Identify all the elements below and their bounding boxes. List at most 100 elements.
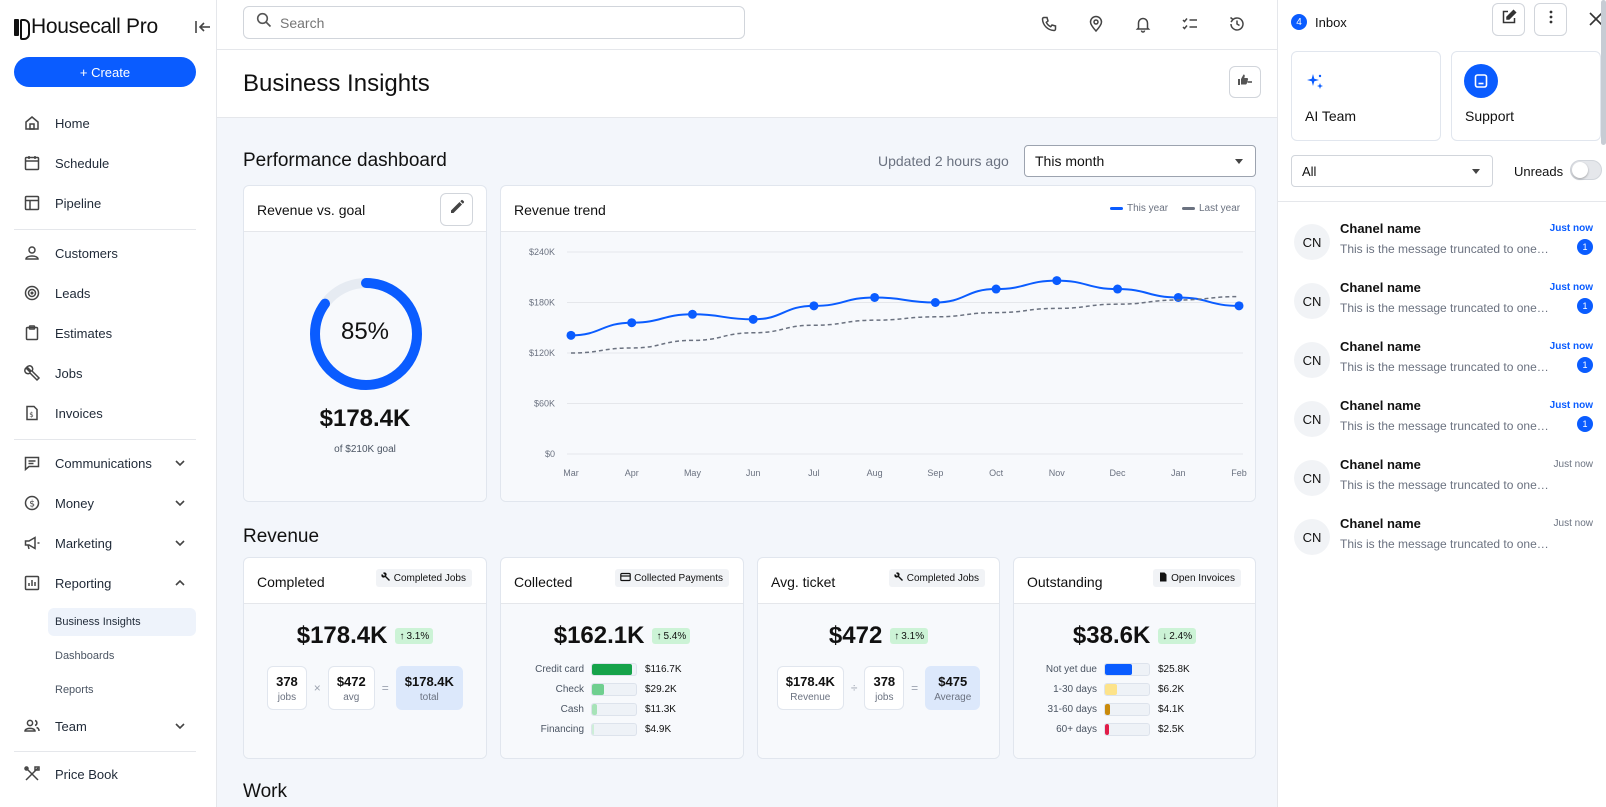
invoice-icon: $ bbox=[22, 403, 42, 423]
support-tile[interactable]: Support bbox=[1451, 51, 1601, 141]
sidebar-subitem-reports[interactable]: Reports bbox=[55, 684, 94, 696]
sidebar-item-marketing[interactable]: Marketing bbox=[14, 526, 196, 560]
sidebar-item-leads[interactable]: Leads bbox=[14, 276, 196, 310]
data-point bbox=[627, 318, 637, 328]
bell-icon[interactable] bbox=[1131, 12, 1155, 36]
data-point bbox=[566, 330, 576, 340]
user-icon bbox=[22, 243, 42, 263]
chevron-down-icon bbox=[172, 535, 188, 551]
checklist-icon[interactable] bbox=[1178, 12, 1202, 36]
tag-label: Completed Jobs bbox=[906, 572, 979, 584]
equation-result: $178.4K total bbox=[395, 666, 463, 710]
card-header: Revenue trend bbox=[501, 186, 1255, 232]
svg-text:$: $ bbox=[29, 500, 35, 510]
sidebar-item-pipeline[interactable]: Pipeline bbox=[14, 186, 196, 220]
sidebar-item-label: Schedule bbox=[55, 155, 110, 171]
avatar: CN bbox=[1294, 401, 1330, 437]
chevron-down-icon bbox=[172, 455, 188, 471]
dollar-circle-icon: $ bbox=[22, 493, 42, 513]
source-tag[interactable]: Completed Jobs bbox=[375, 569, 472, 587]
data-point bbox=[687, 309, 697, 319]
sidebar-item-home[interactable]: Home bbox=[14, 106, 196, 140]
card-header: Revenue vs. goal bbox=[244, 186, 486, 232]
search-box[interactable] bbox=[243, 6, 745, 39]
unreads-toggle[interactable] bbox=[1570, 160, 1602, 180]
ai-team-tile[interactable]: AI Team bbox=[1291, 51, 1441, 141]
inbox-message[interactable]: CN Chanel name This is the message truncat… bbox=[1278, 219, 1606, 277]
compose-button[interactable] bbox=[1492, 3, 1525, 36]
channel-name: Chanel name bbox=[1340, 398, 1421, 413]
sidebar-item-label: Estimates bbox=[55, 325, 113, 341]
row-value: $2.5K bbox=[1158, 723, 1185, 735]
sidebar-item-reporting[interactable]: Reporting bbox=[14, 566, 196, 600]
date-range-select[interactable]: This month bbox=[1024, 145, 1256, 177]
row-bar-track bbox=[591, 722, 637, 736]
breakdown-row: Cash $11.3K bbox=[501, 701, 743, 717]
row-bar-track bbox=[1104, 682, 1150, 696]
clipboard-icon bbox=[22, 323, 42, 343]
card-title: Revenue trend bbox=[514, 202, 606, 218]
inbox-filter-select[interactable]: All bbox=[1291, 155, 1493, 187]
inbox-message[interactable]: CN Chanel name This is the message truncat… bbox=[1278, 337, 1606, 395]
sidebar-item-money[interactable]: $ Money bbox=[14, 486, 196, 520]
inbox-filter-value: All bbox=[1302, 163, 1317, 179]
inbox-message[interactable]: CN Chanel name This is the message truncat… bbox=[1278, 514, 1606, 572]
legend-label: Last year bbox=[1199, 203, 1241, 214]
row-bar-fill bbox=[1105, 703, 1111, 715]
row-bar-track bbox=[591, 702, 637, 716]
legend-last-year: Last year bbox=[1182, 203, 1240, 214]
term-label: avg bbox=[343, 691, 360, 703]
sidebar-item-schedule[interactable]: Schedule bbox=[14, 146, 196, 180]
term-value: $178.4K bbox=[404, 673, 454, 689]
search-input[interactable] bbox=[280, 14, 720, 31]
scrollbar[interactable] bbox=[1601, 0, 1606, 145]
sidebar-item-label: Price Book bbox=[55, 766, 118, 782]
equation-operator: = bbox=[911, 681, 919, 695]
row-label: 31-60 days bbox=[1047, 703, 1097, 715]
close-icon[interactable] bbox=[1587, 10, 1605, 28]
x-tick-label: Jul bbox=[808, 468, 820, 478]
term-label: jobs bbox=[277, 691, 297, 703]
sidebar-item-price-book[interactable]: Price Book bbox=[14, 757, 196, 791]
map-pin-icon[interactable] bbox=[1084, 12, 1108, 36]
breakdown-row: Check $29.2K bbox=[501, 681, 743, 697]
row-bar-fill bbox=[1105, 663, 1133, 675]
sidebar-subitem-business-insights[interactable]: Business Insights bbox=[48, 608, 196, 636]
more-options-button[interactable] bbox=[1534, 3, 1567, 36]
delta-value: 2.4% bbox=[1169, 630, 1193, 642]
sidebar-item-invoices[interactable]: $ Invoices bbox=[14, 396, 196, 430]
sidebar-item-communications[interactable]: Communications bbox=[14, 446, 196, 480]
sidebar-item-estimates[interactable]: Estimates bbox=[14, 316, 196, 350]
history-icon[interactable] bbox=[1225, 12, 1249, 36]
message-preview: This is the message truncated to one lin… bbox=[1340, 419, 1550, 433]
data-point bbox=[1113, 284, 1123, 294]
series-line-this-year bbox=[570, 279, 1240, 337]
avatar: CN bbox=[1294, 224, 1330, 260]
sidebar-subitem-dashboards[interactable]: Dashboards bbox=[55, 650, 115, 662]
sidebar-item-jobs[interactable]: Jobs bbox=[14, 356, 196, 390]
sidebar-item-team[interactable]: Team bbox=[14, 709, 196, 743]
collapse-sidebar-icon[interactable] bbox=[193, 17, 213, 37]
inbox-message[interactable]: CN Chanel name This is the message truncat… bbox=[1278, 396, 1606, 454]
source-tag[interactable]: Completed Jobs bbox=[888, 569, 985, 587]
kpi-amount: $38.6K bbox=[1072, 622, 1151, 649]
inbox-message[interactable]: CN Chanel name This is the message truncat… bbox=[1278, 455, 1606, 513]
create-button[interactable]: + Create bbox=[14, 57, 196, 87]
edit-goal-button[interactable] bbox=[440, 193, 473, 226]
card-title: Collected bbox=[514, 574, 573, 590]
sidebar-item-label: Home bbox=[55, 115, 90, 131]
sidebar-item-label: Invoices bbox=[55, 405, 103, 421]
phone-icon[interactable] bbox=[1037, 12, 1061, 36]
logo[interactable]: Housecall Pro bbox=[14, 14, 214, 40]
inbox-message[interactable]: CN Chanel name This is the message truncat… bbox=[1278, 278, 1606, 336]
page-title: Business Insights bbox=[243, 70, 430, 97]
feedback-button[interactable] bbox=[1229, 66, 1261, 98]
target-icon bbox=[22, 283, 42, 303]
team-icon bbox=[22, 716, 42, 736]
source-tag[interactable]: Collected Payments bbox=[615, 569, 729, 587]
x-tick-label: Oct bbox=[989, 468, 1004, 478]
source-tag[interactable]: Open Invoices bbox=[1153, 569, 1241, 587]
sidebar-item-customers[interactable]: Customers bbox=[14, 236, 196, 270]
pipeline-icon bbox=[22, 193, 42, 213]
tile-label: AI Team bbox=[1305, 108, 1357, 124]
